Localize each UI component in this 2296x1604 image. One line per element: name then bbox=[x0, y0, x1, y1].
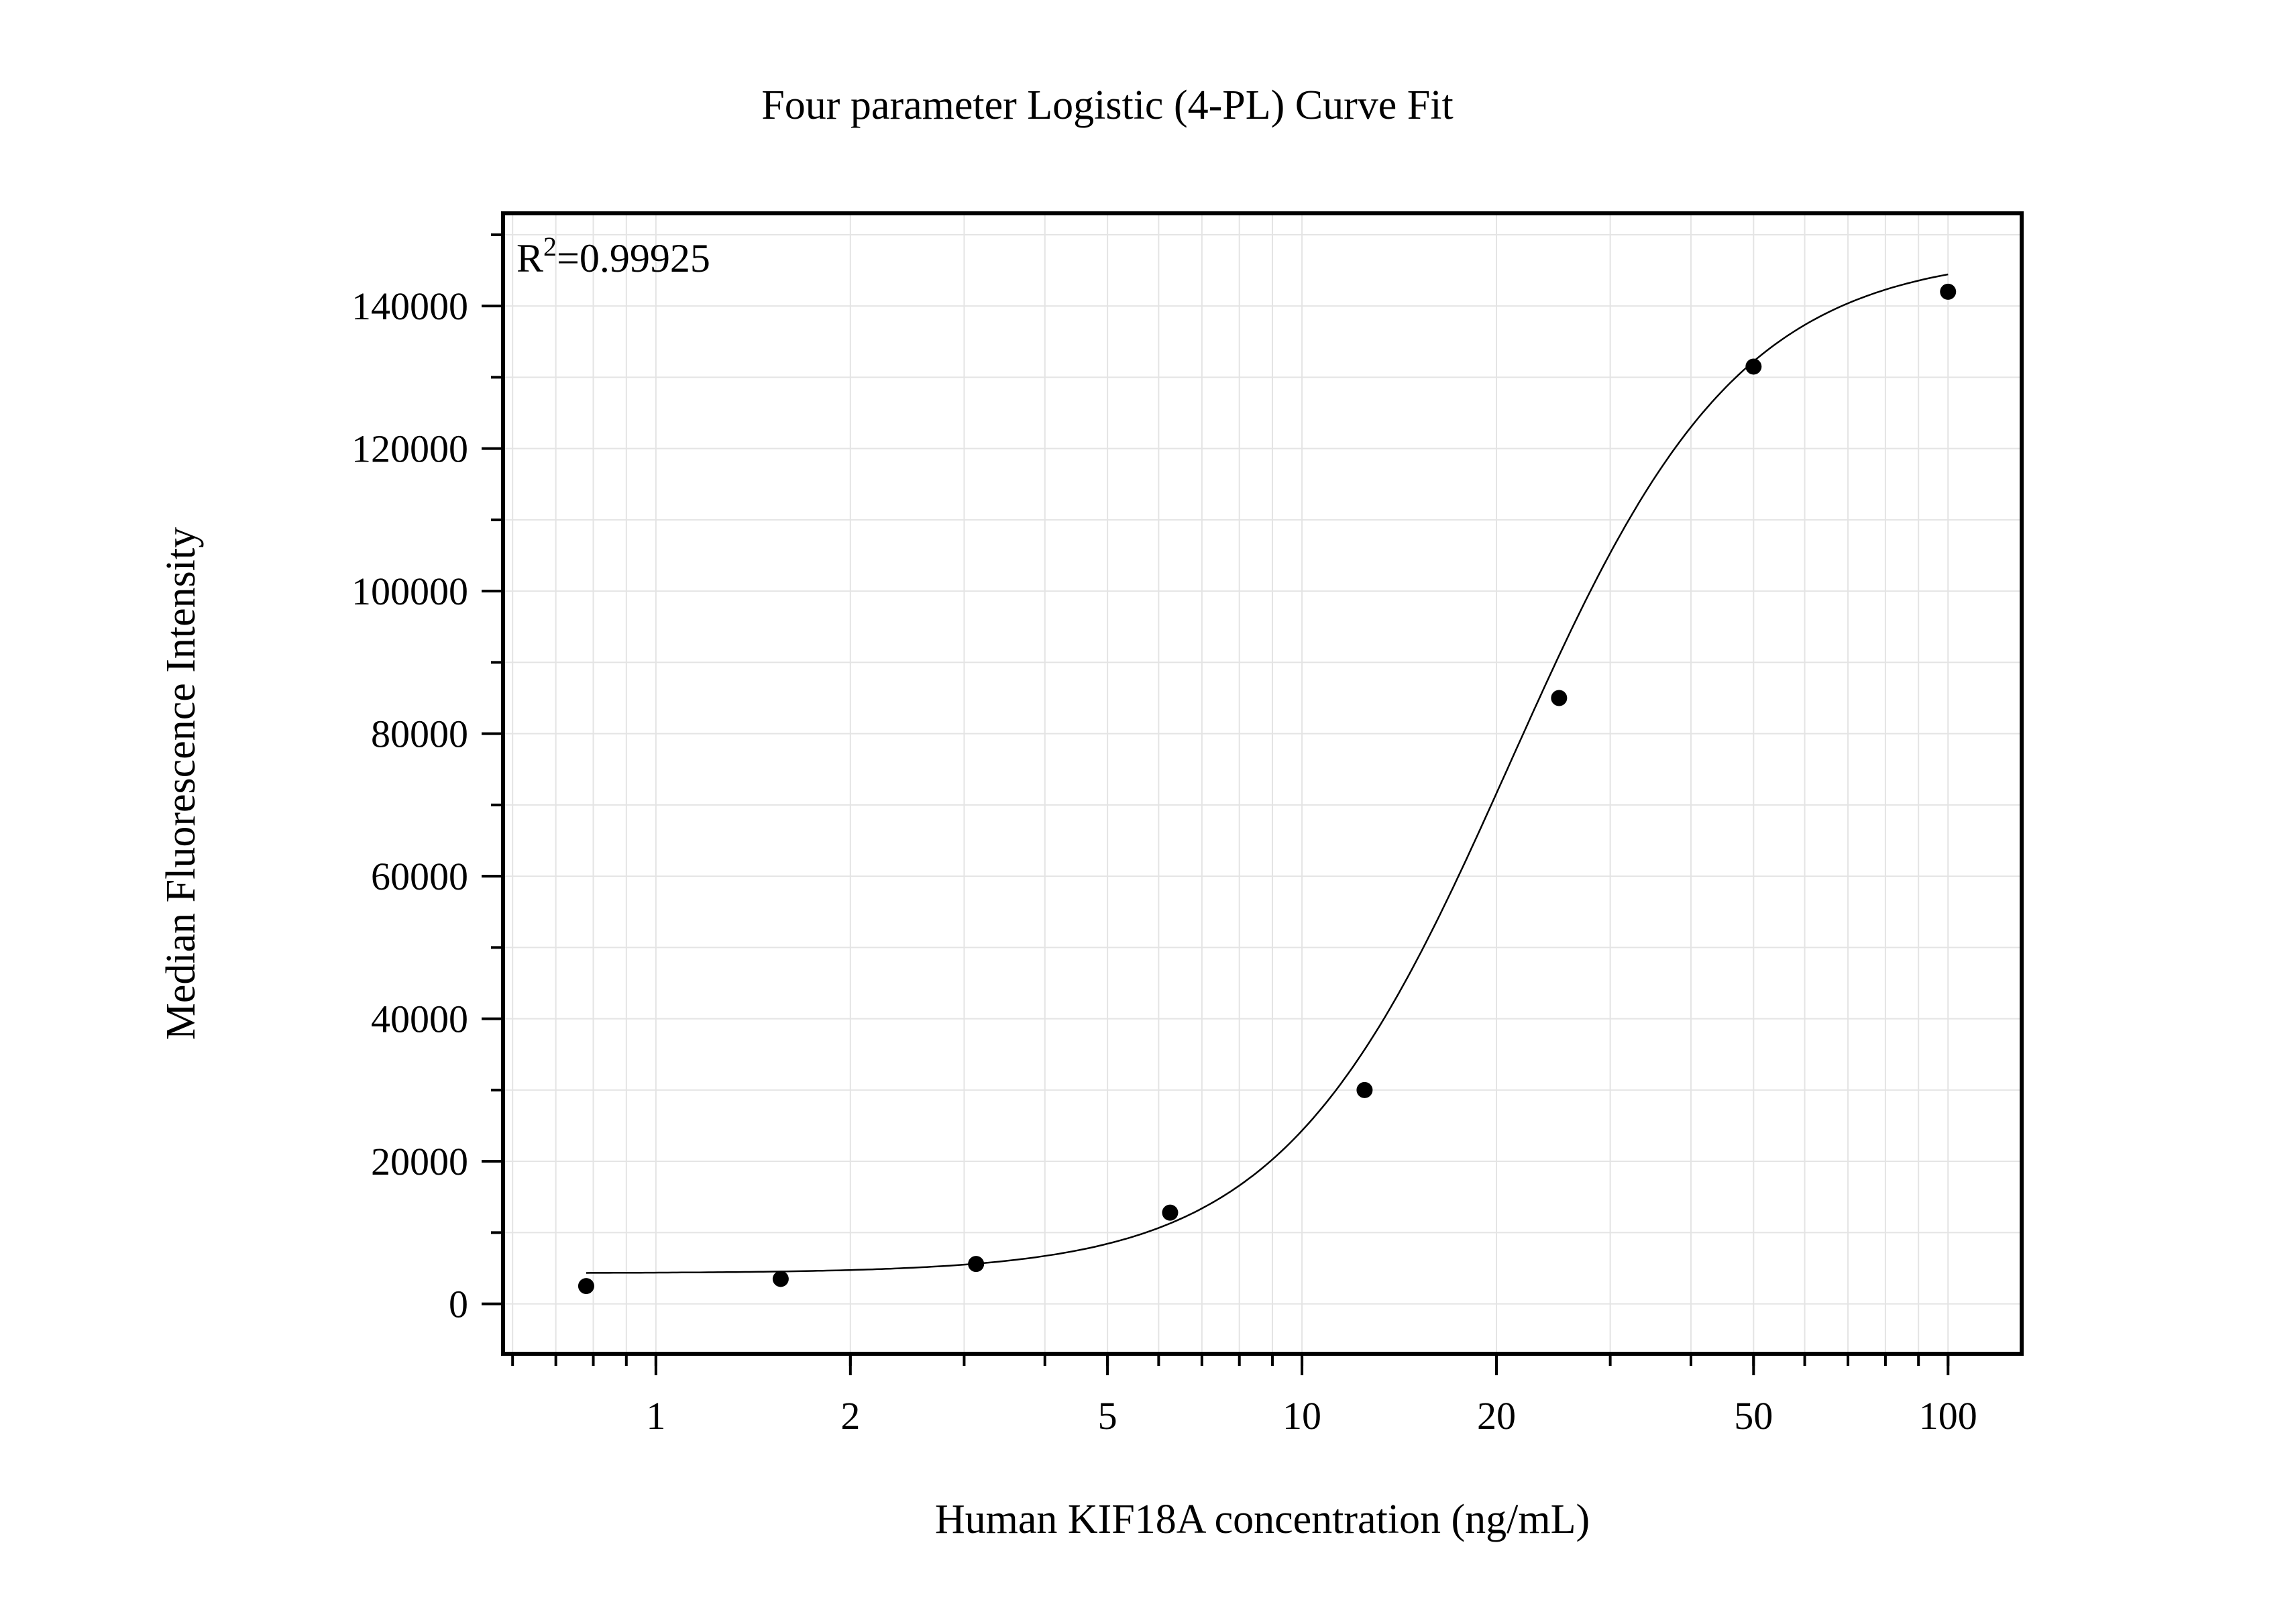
x-tick-label: 20 bbox=[1477, 1394, 1516, 1438]
data-point bbox=[1551, 690, 1568, 706]
y-tick-label: 40000 bbox=[371, 998, 468, 1041]
y-tick-label: 20000 bbox=[371, 1140, 468, 1183]
r-squared-annotation: R2=0.99925 bbox=[516, 231, 710, 280]
x-tick-label: 5 bbox=[1098, 1394, 1117, 1438]
r-squared-superscript: 2 bbox=[543, 231, 557, 262]
x-tick-label: 100 bbox=[1919, 1394, 1977, 1438]
y-tick-label: 120000 bbox=[351, 427, 468, 471]
x-tick-label: 2 bbox=[840, 1394, 860, 1438]
data-point bbox=[1940, 283, 1957, 300]
data-point bbox=[1745, 358, 1762, 375]
x-axis-label: Human KIF18A concentration (ng/mL) bbox=[935, 1497, 1590, 1542]
x-tick-label: 50 bbox=[1734, 1394, 1773, 1438]
data-points bbox=[578, 283, 1957, 1295]
y-tick-label: 60000 bbox=[371, 855, 468, 898]
chart-title: Four parameter Logistic (4-PL) Curve Fit bbox=[761, 83, 1453, 128]
data-point bbox=[772, 1271, 789, 1287]
data-point bbox=[578, 1278, 594, 1295]
fit-curve bbox=[586, 273, 1949, 1274]
data-point bbox=[1162, 1204, 1179, 1221]
x-tick-label: 10 bbox=[1282, 1394, 1321, 1438]
r-squared-value: =0.99925 bbox=[557, 236, 710, 280]
data-point bbox=[968, 1256, 985, 1273]
grid bbox=[503, 213, 2022, 1354]
r-squared-prefix: R bbox=[516, 236, 543, 280]
plot-frame bbox=[501, 211, 2024, 1356]
x-tick-label: 1 bbox=[646, 1394, 665, 1438]
y-axis-label: Median Fluorescence Intensity bbox=[158, 527, 204, 1040]
y-tick-label: 80000 bbox=[371, 712, 468, 756]
y-tick-label: 140000 bbox=[351, 284, 468, 328]
y-tick-label: 0 bbox=[449, 1283, 468, 1326]
x-axis: 1 2 5 10 20 50 100 bbox=[511, 1354, 1977, 1438]
data-point bbox=[1356, 1081, 1373, 1098]
y-tick-label: 100000 bbox=[351, 570, 468, 613]
y-axis: 0 20000 40000 60000 80000 100000 120000 140000 bbox=[351, 233, 503, 1326]
